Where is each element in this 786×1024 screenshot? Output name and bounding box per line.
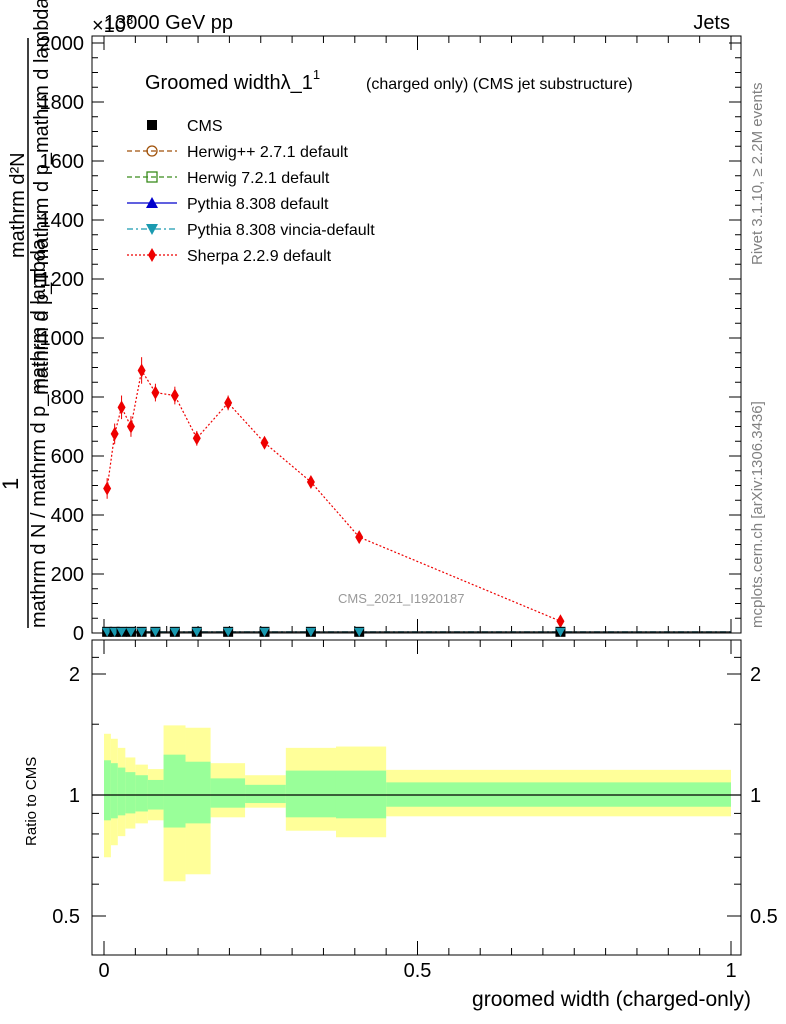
stat-uncertainty-band [285, 770, 336, 818]
sherpa-point [110, 426, 119, 441]
vincia-point [102, 627, 113, 637]
energy-label: 13000 GeV pp [104, 12, 233, 34]
main-y-axis: 0 200 400 600 800 1000 1200 1400 1600 1800 2000 [40, 33, 741, 645]
legend-marker [146, 145, 158, 157]
sherpa-point [556, 614, 565, 629]
main-y-label: 1 mathrm d N / mathrm d p_mathrm d lambd… [0, 0, 53, 628]
legend-label: CMS [187, 118, 223, 135]
legend-label: Pythia 8.308 vincia-default [187, 222, 375, 239]
sherpa-point [103, 481, 112, 496]
vincia-point [150, 627, 161, 637]
ratio-y-tick-label-right: 1 [750, 785, 761, 807]
x-tick-label: 0.5 [404, 960, 432, 982]
stat-uncertainty-band [104, 760, 111, 821]
y-tick-label: 800 [51, 387, 84, 409]
legend-label: Pythia 8.308 default [187, 196, 329, 213]
legend-label: Sherpa 2.2.9 default [187, 248, 332, 265]
stat-uncertainty-band [117, 767, 126, 816]
vincia-point [169, 627, 180, 637]
legend-entry: Herwig++ 2.7.1 default [127, 144, 349, 161]
sherpa-point [170, 388, 179, 403]
ratio-y-tick-label: 2 [69, 664, 80, 686]
ratio-bands [92, 725, 741, 882]
stat-uncertainty-band [110, 763, 118, 819]
vincia-point [305, 627, 316, 637]
legend-marker [146, 224, 158, 235]
y-tick-label: 600 [51, 446, 84, 468]
stat-uncertainty-band [125, 772, 136, 814]
ratio-y-axis: 0.5 0.5 1 1 2 2 [52, 656, 778, 928]
x-axis-label: groomed width (charged-only) [472, 988, 751, 1011]
ratio-panel-frame [91, 639, 742, 956]
legend-marker [146, 197, 158, 208]
main-panel-frame [91, 35, 742, 634]
y-tick-label: 400 [51, 505, 84, 527]
main-data-layer [102, 357, 731, 637]
process-label: Jets [693, 12, 730, 34]
y-label-numerator: mathrm d²N [7, 152, 29, 258]
exponent-label: ×103 [92, 12, 133, 37]
legend-label: Herwig++ 2.7.1 default [187, 144, 349, 161]
y-tick-label: 1800 [40, 92, 85, 114]
analysis-watermark: CMS_2021_I1920187 [338, 591, 465, 606]
vincia-point [354, 627, 365, 637]
y-tick-label: 2000 [40, 33, 85, 55]
y-label-denominator: mathrm d N / mathrm d p_mathrm d lambda [28, 238, 50, 628]
sherpa-line [106, 368, 561, 622]
sherpa-point [306, 474, 315, 489]
legend-label: Herwig 7.2.1 default [187, 170, 330, 187]
legend-marker [147, 120, 157, 130]
legend-marker [146, 171, 158, 183]
ratio-y-tick-label-right: 2 [750, 664, 761, 686]
legend: CMS Herwig++ 2.7.1 default Herwig 7.2.1 de… [127, 118, 375, 265]
title-suffix: (charged only) (CMS jet substructure) [366, 76, 633, 93]
y-tick-label: 1000 [40, 328, 85, 350]
legend-entry: Sherpa 2.2.9 default [127, 248, 332, 265]
sherpa-point [137, 363, 146, 378]
sherpa-point [117, 400, 126, 415]
rivet-label: Rivet 3.1.10, ≥ 2.2M events [749, 83, 766, 266]
vincia-point [555, 627, 566, 637]
sherpa-point [192, 431, 201, 446]
y-label-one: 1 [0, 478, 23, 490]
sherpa-point [260, 435, 269, 450]
stat-uncertainty-band [210, 778, 246, 808]
vincia-point [125, 627, 136, 637]
y-label-denominator2: mathrm d p_T mathrm d p_mathrm d lambda [31, 0, 53, 395]
y-tick-label: 200 [51, 564, 84, 586]
ratio-y-label: Ratio to CMS [23, 757, 40, 846]
vincia-point [191, 627, 202, 637]
stat-uncertainty-band [185, 761, 211, 824]
sherpa-point [224, 395, 233, 410]
sherpa-point [151, 385, 160, 400]
legend-entry: Pythia 8.308 vincia-default [127, 222, 375, 239]
vincia-point [259, 627, 270, 637]
stat-uncertainty-band [135, 775, 148, 812]
y-tick-label: 1400 [40, 210, 85, 232]
vincia-point [223, 627, 234, 637]
x-tick-label: 0 [98, 960, 109, 982]
vincia-point [116, 627, 127, 637]
vincia-point [136, 627, 147, 637]
mcplots-label: mcplots.cern.ch [arXiv:1306.3436] [749, 401, 766, 628]
legend-entry: CMS [147, 118, 223, 135]
plot-title: Groomed widthλ_11 (charged only) (CMS je… [145, 67, 633, 94]
ratio-y-tick-label-right: 0.5 [750, 906, 778, 928]
y-tick-label: 1200 [40, 269, 85, 291]
sherpa-point [355, 530, 364, 545]
y-tick-label: 1600 [40, 151, 85, 173]
legend-entry: Herwig 7.2.1 default [127, 170, 330, 187]
sherpa-point [126, 419, 135, 434]
y-tick-label: 0 [73, 623, 84, 645]
legend-marker [148, 248, 156, 262]
ratio-y-tick-label: 0.5 [52, 906, 80, 928]
legend-entry: Pythia 8.308 default [127, 196, 329, 213]
title-main: Groomed widthλ_11 [145, 67, 320, 94]
ratio-y-tick-label: 1 [69, 785, 80, 807]
x-tick-label: 1 [725, 960, 736, 982]
ratio-x-axis: 0 0.5 1 [98, 640, 737, 982]
stat-uncertainty-band [163, 754, 186, 828]
stat-uncertainty-band [245, 784, 286, 804]
